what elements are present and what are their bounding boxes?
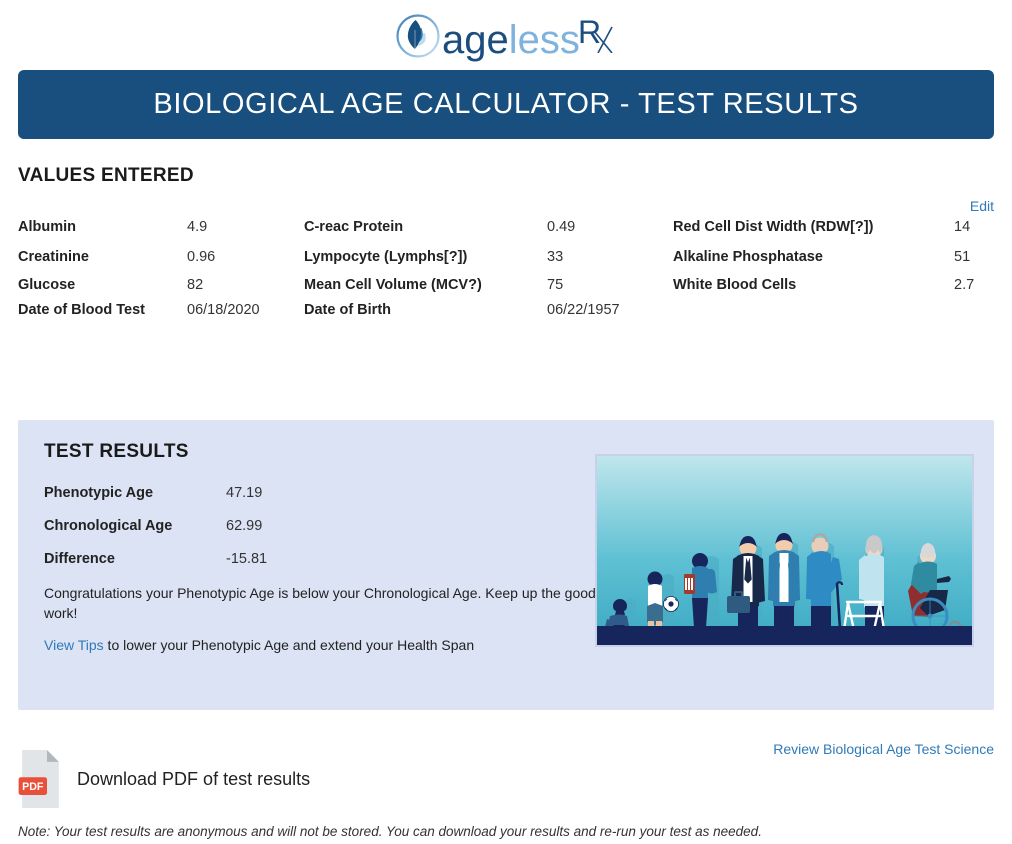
svg-text:R: R bbox=[578, 14, 601, 50]
svg-text:PDF: PDF bbox=[22, 781, 44, 793]
